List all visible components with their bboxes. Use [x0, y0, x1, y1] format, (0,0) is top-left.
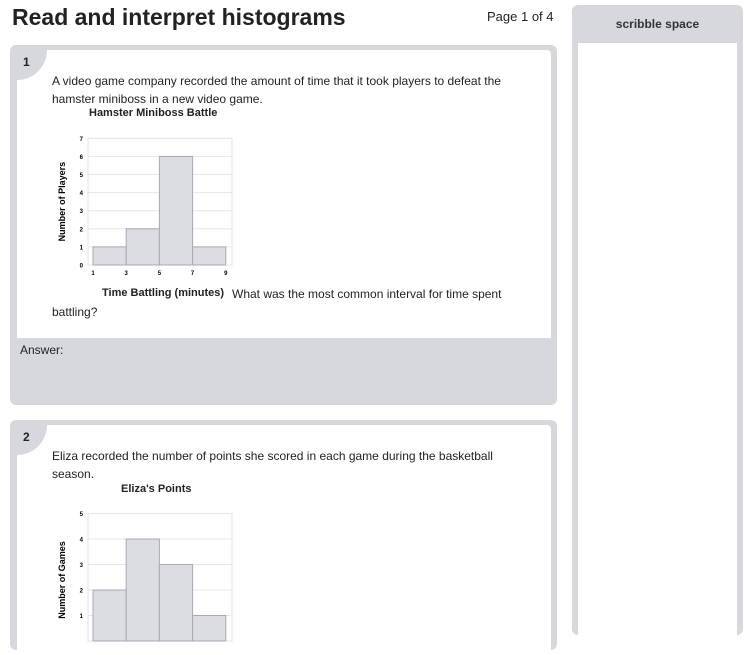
y-tick-label: 3 — [80, 563, 84, 569]
y-tick-label: 1 — [80, 614, 84, 620]
y-tick-label: 5 — [80, 512, 84, 518]
question-number: 1 — [17, 50, 47, 80]
question-followup: What was the most common interval for ti… — [52, 287, 502, 319]
y-tick-label: 6 — [80, 155, 84, 161]
question-card-1: 1 A video game company recorded the amou… — [10, 45, 557, 405]
x-tick-label: 3 — [125, 271, 129, 277]
histogram-bar — [192, 246, 227, 266]
y-tick-label: 3 — [80, 209, 84, 215]
answer-label: Answer: — [20, 343, 64, 357]
scribble-title: scribble space — [615, 17, 700, 31]
histogram-bar — [92, 589, 127, 642]
y-tick-label: 5 — [80, 173, 84, 179]
y-axis-label: Number of Games — [57, 541, 67, 619]
x-tick-label: 9 — [224, 271, 228, 277]
y-tick-label: 4 — [80, 538, 84, 544]
histogram-bar — [92, 246, 127, 266]
question-text: Eliza recorded the number of points she … — [52, 449, 493, 481]
y-tick-label: 7 — [80, 137, 84, 143]
y-tick-label: 2 — [80, 589, 84, 595]
page-indicator: Page 1 of 4 — [487, 9, 554, 24]
y-tick-label: 1 — [80, 245, 84, 251]
x-tick-label: 7 — [191, 271, 195, 277]
histogram-bar — [158, 564, 194, 642]
chart-title: Eliza's Points — [121, 483, 192, 495]
x-axis-label: Time Battling (minutes) — [102, 287, 225, 299]
histogram-chart-1: 0 1 2 3 4 5 6 7 1 3 5 7 9 Number of Players — [57, 137, 233, 277]
chart-title: Hamster Miniboss Battle — [89, 107, 218, 119]
scribble-panel: scribble space — [572, 5, 743, 635]
page-title: Read and interpret histograms — [12, 4, 346, 30]
histogram-bar — [125, 228, 160, 266]
histogram-bar — [125, 538, 160, 642]
answer-area[interactable] — [17, 360, 551, 400]
scribble-area[interactable] — [578, 43, 737, 635]
y-tick-label: 4 — [80, 191, 84, 197]
histogram-bar — [192, 615, 227, 642]
histogram-bar — [158, 155, 194, 266]
question-text: A video game company recorded the amount… — [52, 74, 501, 106]
histogram-chart-2: 1 2 3 4 5 Number of Games — [57, 512, 233, 642]
y-tick-label: 0 — [80, 264, 84, 270]
x-tick-label: 5 — [158, 271, 162, 277]
x-tick-label: 1 — [91, 271, 95, 277]
y-tick-label: 2 — [80, 227, 84, 233]
question-card-2: 2 Eliza recorded the number of points sh… — [10, 420, 557, 655]
y-axis-label: Number of Players — [57, 162, 67, 242]
